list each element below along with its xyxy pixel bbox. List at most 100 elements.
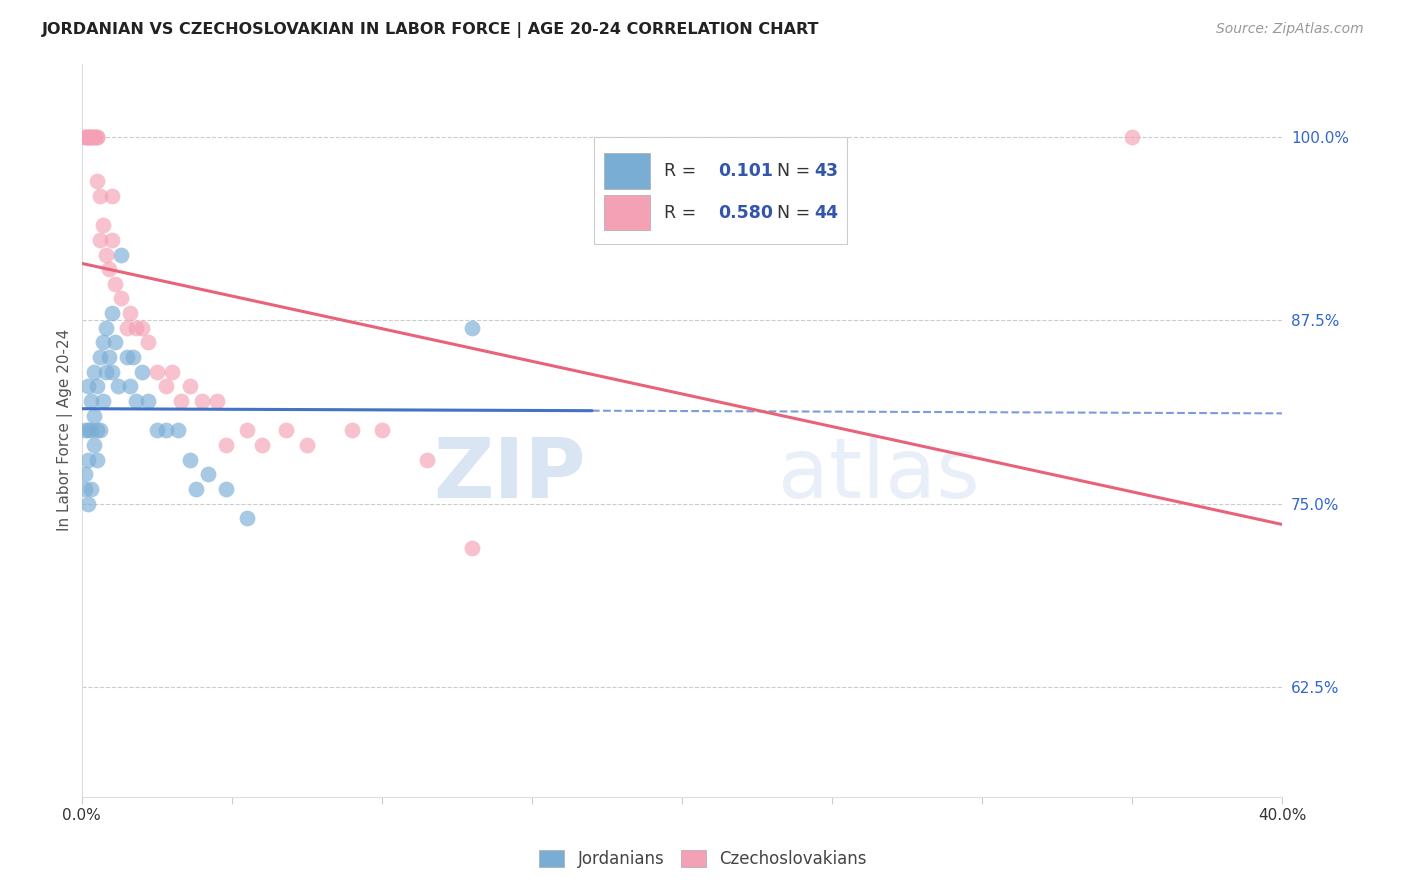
Text: N =: N = — [766, 203, 815, 222]
Point — [160, 365, 183, 379]
Point — [97, 262, 120, 277]
Point — [73, 130, 96, 145]
Point — [79, 130, 101, 145]
Point — [118, 379, 141, 393]
Point — [83, 130, 105, 145]
Point — [235, 511, 257, 525]
Point — [86, 423, 108, 437]
Point — [73, 482, 96, 496]
FancyBboxPatch shape — [605, 153, 650, 188]
Point — [107, 379, 129, 393]
Point — [166, 423, 188, 437]
Point — [86, 130, 108, 145]
Point — [250, 438, 273, 452]
Point — [94, 247, 117, 261]
Text: 43: 43 — [814, 162, 838, 180]
Point — [461, 320, 484, 334]
Point — [145, 423, 167, 437]
Point — [91, 335, 114, 350]
Point — [461, 541, 484, 555]
Point — [73, 423, 96, 437]
Point — [100, 365, 122, 379]
Point — [131, 365, 153, 379]
Point — [205, 394, 228, 409]
Point — [169, 394, 191, 409]
Point — [136, 394, 159, 409]
Legend: Jordanians, Czechoslovakians: Jordanians, Czechoslovakians — [533, 843, 873, 875]
Text: Source: ZipAtlas.com: Source: ZipAtlas.com — [1216, 22, 1364, 37]
Point — [83, 409, 105, 423]
Point — [214, 482, 236, 496]
Point — [79, 394, 101, 409]
Point — [100, 306, 122, 320]
Point — [103, 335, 125, 350]
Point — [1121, 130, 1143, 145]
Point — [89, 233, 111, 247]
Point — [86, 452, 108, 467]
Point — [86, 130, 108, 145]
Point — [83, 130, 105, 145]
Text: ZIP: ZIP — [433, 434, 586, 515]
FancyBboxPatch shape — [595, 137, 846, 244]
Point — [340, 423, 363, 437]
Point — [100, 233, 122, 247]
Point — [97, 350, 120, 364]
Point — [83, 438, 105, 452]
Point — [136, 335, 159, 350]
Point — [76, 497, 98, 511]
Point — [89, 350, 111, 364]
Text: JORDANIAN VS CZECHOSLOVAKIAN IN LABOR FORCE | AGE 20-24 CORRELATION CHART: JORDANIAN VS CZECHOSLOVAKIAN IN LABOR FO… — [42, 22, 820, 38]
Point — [86, 174, 108, 188]
Point — [121, 350, 143, 364]
Point — [91, 394, 114, 409]
Point — [76, 130, 98, 145]
Point — [94, 365, 117, 379]
Point — [274, 423, 297, 437]
Point — [83, 365, 105, 379]
Point — [79, 423, 101, 437]
Point — [86, 379, 108, 393]
Point — [110, 247, 132, 261]
Point — [76, 130, 98, 145]
Point — [79, 130, 101, 145]
Point — [76, 423, 98, 437]
Point — [73, 467, 96, 482]
Point — [73, 130, 96, 145]
Point — [79, 130, 101, 145]
Y-axis label: In Labor Force | Age 20-24: In Labor Force | Age 20-24 — [58, 329, 73, 532]
Point — [235, 423, 257, 437]
Point — [100, 189, 122, 203]
Point — [76, 452, 98, 467]
Point — [155, 379, 177, 393]
Point — [371, 423, 394, 437]
Point — [115, 320, 138, 334]
Text: R =: R = — [664, 162, 702, 180]
Point — [214, 438, 236, 452]
Point — [89, 189, 111, 203]
Point — [295, 438, 318, 452]
Point — [124, 320, 146, 334]
Text: 0.101: 0.101 — [718, 162, 773, 180]
Point — [179, 452, 201, 467]
Point — [145, 365, 167, 379]
Point — [124, 394, 146, 409]
Point — [110, 292, 132, 306]
Point — [184, 482, 207, 496]
Point — [131, 320, 153, 334]
Text: 44: 44 — [814, 203, 838, 222]
Point — [91, 219, 114, 233]
Point — [155, 423, 177, 437]
Point — [118, 306, 141, 320]
Point — [179, 379, 201, 393]
Point — [190, 394, 212, 409]
Text: N =: N = — [766, 162, 815, 180]
Point — [416, 452, 439, 467]
Point — [197, 467, 219, 482]
FancyBboxPatch shape — [605, 195, 650, 230]
Text: 0.580: 0.580 — [718, 203, 773, 222]
Point — [89, 423, 111, 437]
Point — [76, 379, 98, 393]
Point — [115, 350, 138, 364]
Point — [79, 482, 101, 496]
Text: atlas: atlas — [778, 434, 980, 515]
